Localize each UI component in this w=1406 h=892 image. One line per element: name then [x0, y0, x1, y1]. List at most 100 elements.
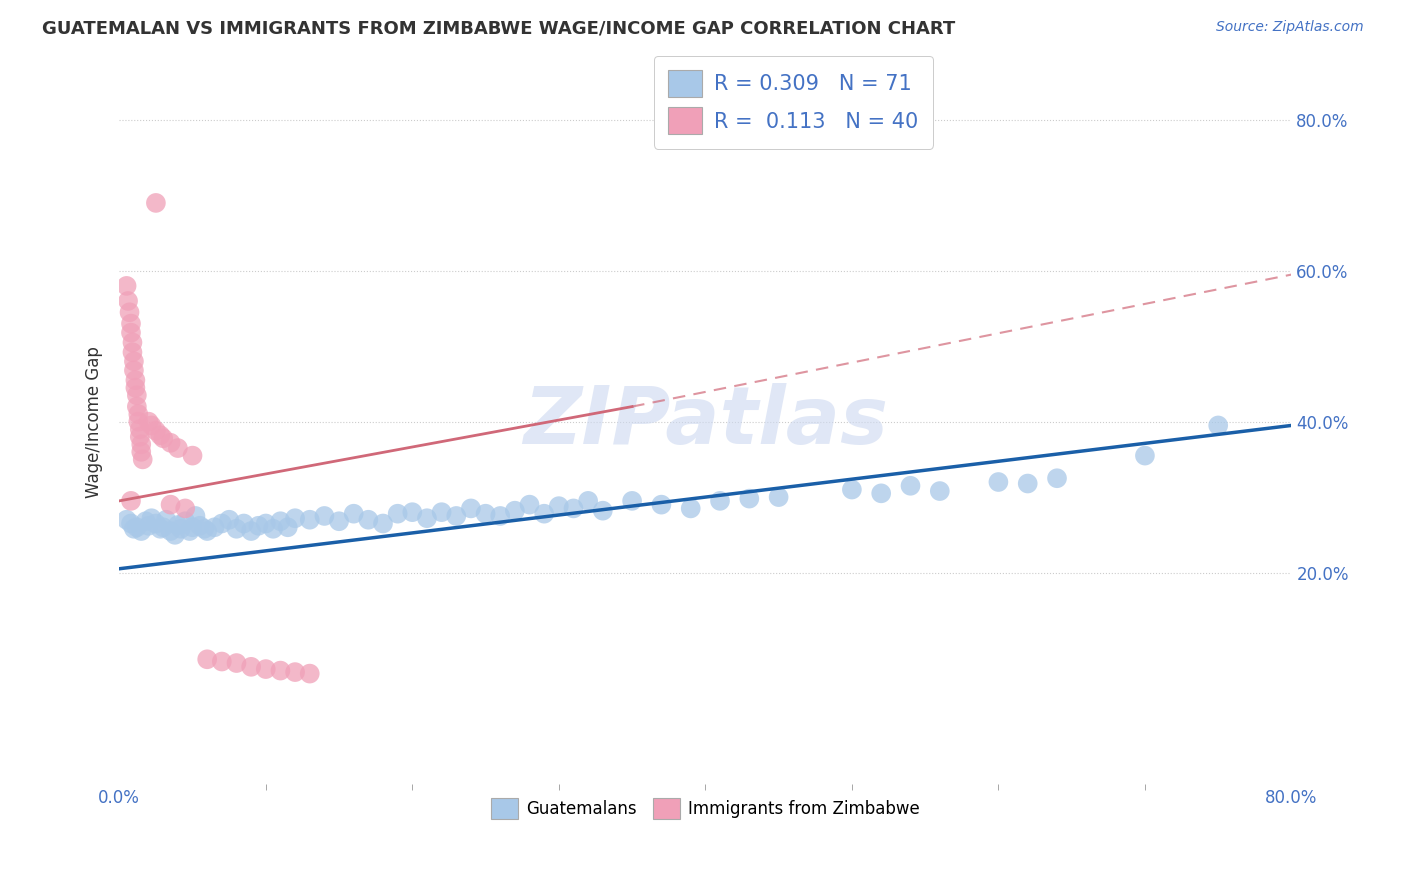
Point [121, 345, 143, 359]
Point [127, 407, 149, 421]
Point [117, 293, 139, 308]
Point [247, 518, 270, 533]
Point [125, 400, 148, 414]
Point [225, 522, 247, 536]
Text: ZIPatlas: ZIPatlas [523, 383, 887, 460]
Point [121, 335, 143, 350]
Point [135, 514, 157, 528]
Point [254, 662, 277, 676]
Text: GUATEMALAN VS IMMIGRANTS FROM ZIMBABWE WAGE/INCOME GAP CORRELATION CHART: GUATEMALAN VS IMMIGRANTS FROM ZIMBABWE W… [42, 20, 956, 37]
Point [122, 354, 145, 368]
Point [127, 415, 149, 429]
Point [357, 513, 380, 527]
Point [155, 513, 177, 527]
Point [592, 504, 614, 518]
Point [232, 516, 254, 531]
Point [738, 491, 761, 506]
Point [519, 498, 541, 512]
Point [679, 501, 702, 516]
Point [768, 490, 790, 504]
Point [204, 520, 226, 534]
Point [163, 528, 186, 542]
Point [152, 520, 174, 534]
Point [145, 516, 167, 531]
Point [343, 507, 366, 521]
Point [141, 511, 163, 525]
Point [401, 505, 423, 519]
Point [115, 279, 138, 293]
Point [129, 445, 152, 459]
Point [987, 475, 1010, 489]
Point [1206, 418, 1229, 433]
Point [159, 435, 181, 450]
Point [179, 524, 201, 538]
Point [1046, 471, 1069, 485]
Point [284, 511, 307, 525]
Point [145, 195, 167, 210]
Point [167, 441, 190, 455]
Point [138, 518, 160, 533]
Point [254, 516, 277, 531]
Point [841, 483, 863, 497]
Point [120, 326, 142, 340]
Point [128, 430, 150, 444]
Point [225, 656, 247, 670]
Point [125, 388, 148, 402]
Point [621, 494, 644, 508]
Point [240, 660, 263, 674]
Point [928, 484, 950, 499]
Point [181, 449, 204, 463]
Point [269, 514, 291, 528]
Point [188, 518, 211, 533]
Point [900, 479, 922, 493]
Point [174, 514, 197, 528]
Point [533, 507, 555, 521]
Point [167, 518, 190, 533]
Point [709, 494, 731, 508]
Point [195, 652, 218, 666]
Point [474, 507, 496, 521]
Point [118, 305, 141, 319]
Point [174, 501, 197, 516]
Point [328, 514, 350, 528]
Point [193, 522, 215, 536]
Y-axis label: Wage/Income Gap: Wage/Income Gap [86, 346, 103, 498]
Point [149, 428, 172, 442]
Point [387, 507, 409, 521]
Point [195, 524, 218, 538]
Point [298, 666, 321, 681]
Point [547, 499, 569, 513]
Point [211, 516, 233, 531]
Point [416, 511, 439, 525]
Point [145, 424, 167, 438]
Point [122, 522, 145, 536]
Point [262, 522, 284, 536]
Point [277, 520, 299, 534]
Point [149, 522, 172, 536]
Point [152, 431, 174, 445]
Point [446, 508, 468, 523]
Point [159, 498, 181, 512]
Point [430, 505, 453, 519]
Point [460, 501, 482, 516]
Point [129, 437, 152, 451]
Point [120, 494, 142, 508]
Point [211, 655, 233, 669]
Point [650, 498, 672, 512]
Legend: Guatemalans, Immigrants from Zimbabwe: Guatemalans, Immigrants from Zimbabwe [484, 791, 927, 826]
Point [181, 520, 204, 534]
Point [141, 418, 163, 433]
Point [314, 508, 336, 523]
Text: Source: ZipAtlas.com: Source: ZipAtlas.com [1216, 20, 1364, 34]
Point [122, 363, 145, 377]
Point [371, 516, 394, 531]
Point [132, 452, 155, 467]
Point [870, 486, 893, 500]
Point [562, 501, 585, 516]
Point [128, 422, 150, 436]
Point [124, 373, 146, 387]
Point [298, 513, 321, 527]
Point [184, 508, 207, 523]
Point [240, 524, 263, 538]
Point [129, 524, 152, 538]
